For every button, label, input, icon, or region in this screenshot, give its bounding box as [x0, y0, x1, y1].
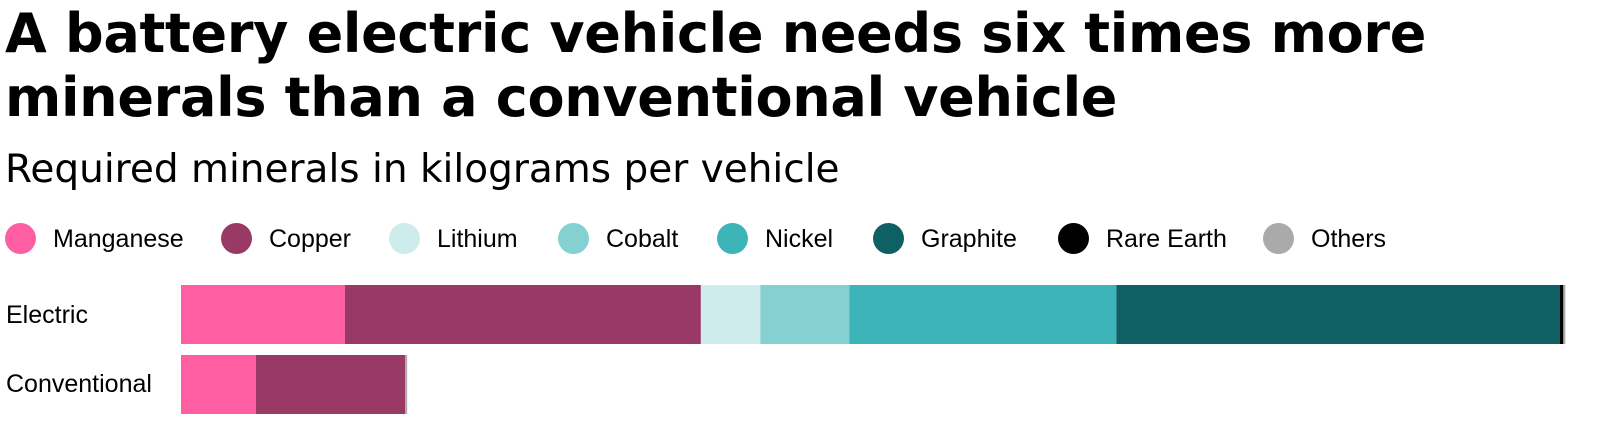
legend-swatch-rare-earth	[1058, 223, 1089, 254]
legend-label-others: Others	[1311, 225, 1387, 253]
bar-electric-lithium	[700, 285, 761, 344]
legend-label-graphite: Graphite	[921, 225, 1017, 253]
legend-label-nickel: Nickel	[765, 225, 834, 253]
bar-electric-cobalt	[760, 285, 850, 344]
legend-swatch-graphite	[873, 223, 904, 254]
bar-electric-manganese	[181, 285, 345, 344]
bar-electric-graphite	[1116, 285, 1560, 344]
bar-electric-nickel	[849, 285, 1117, 344]
legend-swatch-lithium	[389, 223, 420, 254]
chart-subtitle: Required minerals in kilograms per vehic…	[5, 147, 840, 192]
bar-electric-others	[1563, 285, 1566, 344]
bar-electric-copper	[344, 285, 701, 344]
legend-swatch-manganese	[5, 223, 36, 254]
legend-swatch-copper	[221, 223, 252, 254]
legend-label-rare-earth: Rare Earth	[1106, 225, 1227, 253]
bar-conventional-others	[405, 355, 408, 414]
chart-title: A battery electric vehicle needs six tim…	[5, 2, 1427, 129]
legend-swatch-others	[1263, 223, 1294, 254]
bar-electric-rare-earth	[1559, 285, 1564, 344]
bar-conventional-copper	[255, 355, 406, 414]
legend-swatch-cobalt	[558, 223, 589, 254]
legend-label-manganese: Manganese	[53, 225, 184, 253]
legend-label-cobalt: Cobalt	[606, 225, 679, 253]
legend-swatch-nickel	[717, 223, 748, 254]
category-label-electric: Electric	[6, 301, 88, 329]
bar-conventional-manganese	[181, 355, 256, 414]
legend-label-copper: Copper	[269, 225, 351, 253]
legend-label-lithium: Lithium	[437, 225, 518, 253]
legend: Manganese Copper Lithium Cobalt Nickel Graphi…	[5, 222, 1595, 256]
category-label-conventional: Conventional	[6, 370, 152, 398]
